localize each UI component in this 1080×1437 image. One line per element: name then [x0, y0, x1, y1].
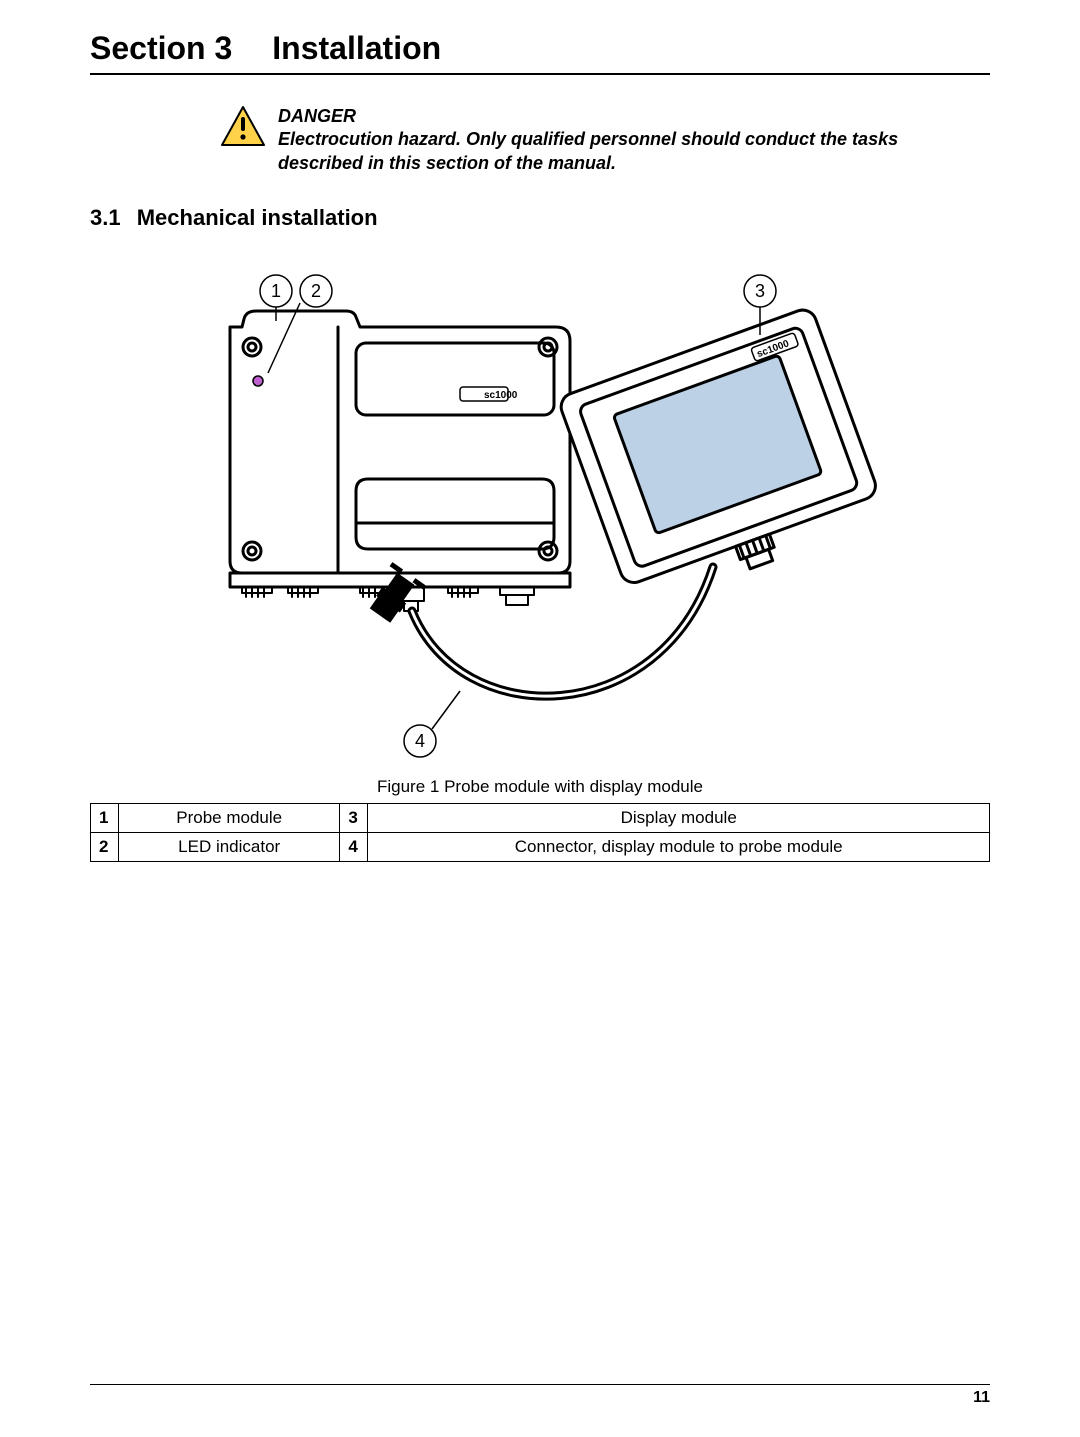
callout-4: 4 — [404, 691, 460, 757]
section-header: Section 3 Installation — [90, 30, 990, 75]
callout-1: 1 — [260, 275, 292, 321]
figure-1: sc1000 sc1000 — [90, 261, 990, 862]
danger-callout: DANGER Electrocution hazard. Only qualif… — [220, 105, 990, 175]
svg-text:3: 3 — [755, 281, 765, 301]
legend-label: Display module — [368, 804, 990, 833]
svg-text:1: 1 — [271, 281, 281, 301]
warning-triangle-icon — [220, 105, 266, 152]
subsection-heading: 3.1 Mechanical installation — [90, 205, 990, 231]
legend-label: LED indicator — [119, 833, 340, 862]
legend-index: 3 — [340, 804, 368, 833]
subsection-title: Mechanical installation — [137, 205, 378, 230]
danger-body: Electrocution hazard. Only qualified per… — [278, 129, 898, 172]
table-row: 1 Probe module 3 Display module — [91, 804, 990, 833]
figure-legend-table: 1 Probe module 3 Display module 2 LED in… — [90, 803, 990, 862]
legend-index: 2 — [91, 833, 119, 862]
figure-illustration: sc1000 sc1000 — [160, 261, 920, 771]
legend-label: Connector, display module to probe modul… — [368, 833, 990, 862]
page-number: 11 — [973, 1389, 990, 1406]
figure-caption: Figure 1 Probe module with display modul… — [90, 777, 990, 797]
page-footer: 11 — [90, 1384, 990, 1407]
display-module-drawing: sc1000 — [557, 306, 888, 611]
subsection-number: 3.1 — [90, 205, 121, 230]
legend-index: 1 — [91, 804, 119, 833]
danger-text: DANGER Electrocution hazard. Only qualif… — [278, 105, 978, 175]
probe-module-drawing — [230, 311, 570, 611]
svg-text:2: 2 — [311, 281, 321, 301]
connector-cable-drawing — [364, 563, 713, 696]
legend-label: Probe module — [119, 804, 340, 833]
svg-text:4: 4 — [415, 731, 425, 751]
legend-index: 4 — [340, 833, 368, 862]
section-number: Section 3 — [90, 30, 232, 67]
probe-model-label: sc1000 — [484, 390, 518, 401]
danger-title: DANGER — [278, 105, 978, 128]
table-row: 2 LED indicator 4 Connector, display mod… — [91, 833, 990, 862]
section-title: Installation — [272, 30, 441, 67]
